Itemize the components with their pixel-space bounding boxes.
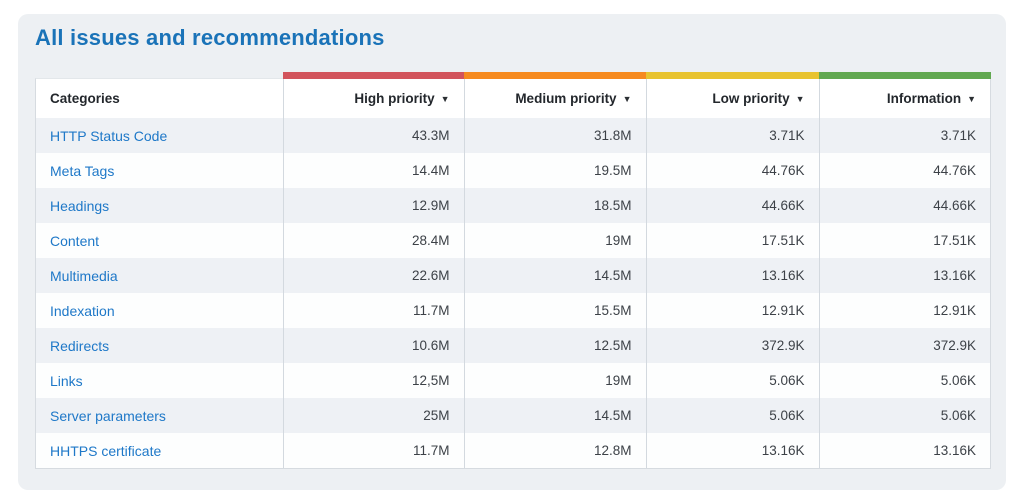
- information-value-cell: 5.06K: [818, 398, 990, 433]
- information-value-cell: 44.66K: [818, 188, 990, 223]
- column-header-medium-priority[interactable]: Medium priority ▼: [463, 79, 646, 118]
- category-cell: Links: [36, 363, 283, 398]
- medium-priority-value-cell: 12.8M: [463, 433, 646, 468]
- sort-desc-icon[interactable]: ▼: [440, 94, 450, 104]
- category-cell: Indexation: [36, 293, 283, 328]
- high-priority-value-cell: 25M: [282, 398, 464, 433]
- category-link[interactable]: Headings: [50, 197, 110, 214]
- medium-priority-value-cell: 19.5M: [463, 153, 646, 188]
- column-header-label: Low priority: [712, 91, 790, 106]
- column-header-label: Medium priority: [515, 91, 617, 106]
- information-value-cell: 372.9K: [818, 328, 990, 363]
- information-value-cell: 3.71K: [818, 118, 990, 153]
- category-cell: HHTPS certificate: [36, 433, 283, 468]
- high-priority-value-cell: 43.3M: [282, 118, 464, 153]
- sort-desc-icon[interactable]: ▼: [795, 94, 805, 104]
- column-header-categories: Categories: [36, 79, 283, 118]
- information-value-cell: 12.91K: [818, 293, 990, 328]
- sort-desc-icon[interactable]: ▼: [967, 94, 976, 104]
- high-priority-value-cell: 28.4M: [282, 223, 464, 258]
- column-header-low-priority[interactable]: Low priority ▼: [645, 79, 819, 118]
- high-priority-value-cell: 14.4M: [282, 153, 464, 188]
- high-priority-value-cell: 12.9M: [282, 188, 464, 223]
- category-cell: Meta Tags: [36, 153, 283, 188]
- high-priority-value-cell: 12,5M: [282, 363, 464, 398]
- low-priority-value-cell: 13.16K: [645, 433, 819, 468]
- column-header-label: High priority: [354, 91, 435, 106]
- issues-table: Categories High priority ▼ Medium priorit…: [35, 72, 991, 469]
- table-row: Redirects 10.6M 12.5M 372.9K 372.9K: [36, 328, 990, 363]
- category-link[interactable]: HTTP Status Code: [50, 127, 168, 144]
- low-priority-value-cell: 44.76K: [645, 153, 819, 188]
- category-link[interactable]: HHTPS certificate: [50, 442, 162, 459]
- issues-card: All issues and recommendations Categorie…: [18, 14, 1006, 490]
- category-link[interactable]: Content: [50, 232, 100, 249]
- high-priority-value-cell: 11.7M: [282, 433, 464, 468]
- column-header-information[interactable]: Information ▼: [818, 79, 990, 118]
- low-priority-value-cell: 3.71K: [645, 118, 819, 153]
- medium-priority-value-cell: 18.5M: [463, 188, 646, 223]
- low-priority-value-cell: 5.06K: [645, 398, 819, 433]
- low-priority-value-cell: 17.51K: [645, 223, 819, 258]
- medium-priority-value-cell: 15.5M: [463, 293, 646, 328]
- column-header-high-priority[interactable]: High priority ▼: [282, 79, 464, 118]
- table-row: Server parameters 25M 14.5M 5.06K 5.06K: [36, 398, 990, 433]
- medium-priority-value-cell: 19M: [463, 223, 646, 258]
- sort-desc-icon[interactable]: ▼: [622, 94, 632, 104]
- page-title: All issues and recommendations: [35, 25, 385, 50]
- high-priority-color-bar: [283, 72, 464, 79]
- table-row: Headings 12.9M 18.5M 44.66K 44.66K: [36, 188, 990, 223]
- medium-priority-value-cell: 12.5M: [463, 328, 646, 363]
- table-row: Content 28.4M 19M 17.51K 17.51K: [36, 223, 990, 258]
- low-priority-value-cell: 13.16K: [645, 258, 819, 293]
- column-header-label: Information: [886, 91, 962, 106]
- high-priority-value-cell: 22.6M: [282, 258, 464, 293]
- header-row: Categories High priority ▼ Medium priorit…: [36, 79, 990, 118]
- table-row: Indexation 11.7M 15.5M 12.91K 12.91K: [36, 293, 990, 328]
- high-priority-value-cell: 11.7M: [282, 293, 464, 328]
- table-row: Meta Tags 14.4M 19.5M 44.76K 44.76K: [36, 153, 990, 188]
- information-color-bar: [819, 72, 991, 79]
- high-priority-value-cell: 10.6M: [282, 328, 464, 363]
- category-link[interactable]: Server parameters: [50, 407, 166, 424]
- medium-priority-value-cell: 14.5M: [463, 398, 646, 433]
- category-link[interactable]: Links: [50, 372, 83, 389]
- category-cell: Content: [36, 223, 283, 258]
- information-value-cell: 5.06K: [818, 363, 990, 398]
- medium-priority-value-cell: 31.8M: [463, 118, 646, 153]
- category-cell: Headings: [36, 188, 283, 223]
- low-priority-value-cell: 5.06K: [645, 363, 819, 398]
- table-row: Links 12,5M 19M 5.06K 5.06K: [36, 363, 990, 398]
- category-cell: Server parameters: [36, 398, 283, 433]
- information-value-cell: 44.76K: [818, 153, 990, 188]
- category-link[interactable]: Indexation: [50, 302, 115, 319]
- medium-priority-value-cell: 19M: [463, 363, 646, 398]
- category-cell: Redirects: [36, 328, 283, 363]
- table-row: Multimedia 22.6M 14.5M 13.16K 13.16K: [36, 258, 990, 293]
- medium-priority-value-cell: 14.5M: [463, 258, 646, 293]
- category-link[interactable]: Multimedia: [50, 267, 118, 284]
- low-priority-value-cell: 12.91K: [645, 293, 819, 328]
- table-row: HHTPS certificate 11.7M 12.8M 13.16K 13.…: [36, 433, 990, 468]
- category-cell: HTTP Status Code: [36, 118, 283, 153]
- medium-priority-color-bar: [464, 72, 646, 79]
- category-link[interactable]: Meta Tags: [50, 162, 115, 179]
- information-value-cell: 13.16K: [818, 258, 990, 293]
- category-link[interactable]: Redirects: [50, 337, 110, 354]
- issues-data-table: Categories High priority ▼ Medium priorit…: [36, 79, 990, 468]
- low-priority-value-cell: 44.66K: [645, 188, 819, 223]
- table-row: HTTP Status Code 43.3M 31.8M 3.71K 3.71K: [36, 118, 990, 153]
- information-value-cell: 13.16K: [818, 433, 990, 468]
- category-cell: Multimedia: [36, 258, 283, 293]
- low-priority-value-cell: 372.9K: [645, 328, 819, 363]
- information-value-cell: 17.51K: [818, 223, 990, 258]
- low-priority-color-bar: [646, 72, 819, 79]
